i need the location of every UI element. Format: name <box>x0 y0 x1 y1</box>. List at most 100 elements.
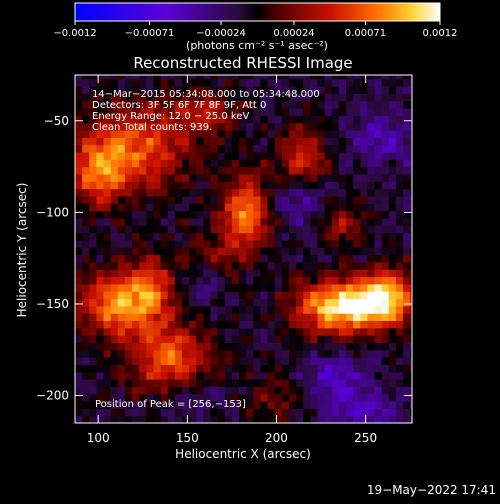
heatmap-cell <box>110 239 119 248</box>
heatmap-cell <box>103 85 112 94</box>
heatmap-cell <box>367 349 376 358</box>
heatmap-cell <box>410 283 412 292</box>
heatmap-cell <box>338 159 347 168</box>
heatmap-cell <box>160 239 169 248</box>
heatmap-cell <box>82 408 90 417</box>
heatmap-cell <box>317 195 326 204</box>
heatmap-cell <box>117 349 126 358</box>
heatmap-cell <box>89 151 97 160</box>
heatmap-cell <box>231 305 240 314</box>
heatmap-cell <box>317 75 326 80</box>
heatmap-cell <box>139 408 147 417</box>
heatmap-cell <box>210 144 219 153</box>
heatmap-cell <box>167 313 176 322</box>
heatmap-cell <box>139 342 147 351</box>
heatmap-cell <box>353 75 361 80</box>
heatmap-cell <box>367 151 376 160</box>
heatmap-cell <box>174 327 183 336</box>
heatmap-cell <box>296 166 304 175</box>
heatmap-cell <box>160 371 169 380</box>
heatmap-cell <box>367 393 376 402</box>
heatmap-cell <box>410 357 412 365</box>
heatmap-cell <box>281 166 290 175</box>
heatmap-cell <box>346 401 354 409</box>
heatmap-cell <box>75 357 83 365</box>
heatmap-cell <box>381 203 390 212</box>
heatmap-cell <box>281 195 290 204</box>
heatmap-cell <box>174 298 183 307</box>
heatmap-cell <box>96 173 105 182</box>
heatmap-cell <box>110 195 119 204</box>
heatmap-cell <box>103 305 112 314</box>
heatmap-cell <box>210 181 219 190</box>
heatmap-cell <box>403 137 411 146</box>
heatmap-cell <box>296 327 304 336</box>
heatmap-cell <box>410 166 412 175</box>
heatmap-cell <box>281 137 290 146</box>
heatmap-cell <box>246 75 254 80</box>
heatmap-cell <box>217 239 226 248</box>
heatmap-cell <box>110 401 119 409</box>
heatmap-cell <box>310 364 319 373</box>
heatmap-cell <box>360 393 369 402</box>
heatmap-cell <box>367 320 376 329</box>
heatmap-cell <box>338 85 347 94</box>
heatmap-cell <box>267 371 276 380</box>
heatmap-cell <box>139 305 147 314</box>
heatmap-cell <box>253 298 262 307</box>
heatmap-cell <box>388 415 397 423</box>
heatmap-cell <box>403 151 411 160</box>
heatmap-cell <box>395 100 404 109</box>
heatmap-cell <box>210 254 219 263</box>
heatmap-cell <box>174 357 183 365</box>
heatmap-cell <box>381 144 390 153</box>
heatmap-cell <box>310 195 319 204</box>
heatmap-cell <box>153 357 162 365</box>
heatmap-cell <box>374 327 383 336</box>
heatmap-cell <box>160 276 169 285</box>
heatmap-cell <box>360 327 369 336</box>
heatmap-cell <box>374 144 383 153</box>
heatmap-cell <box>374 269 383 278</box>
heatmap-cell <box>274 247 283 256</box>
heatmap-cell <box>110 276 119 285</box>
heatmap-cell <box>160 379 169 387</box>
heatmap-cell <box>160 225 169 234</box>
heatmap-cell <box>317 393 326 402</box>
heatmap-cell <box>310 85 319 94</box>
heatmap-cell <box>274 144 283 153</box>
heatmap-cell <box>117 327 126 336</box>
heatmap-cell <box>281 386 290 395</box>
heatmap-cell <box>310 188 319 197</box>
heatmap-cell <box>132 225 140 234</box>
heatmap-cell <box>296 239 304 248</box>
heatmap-cell <box>132 342 140 351</box>
heatmap-cell <box>288 261 297 270</box>
heatmap-cell <box>331 401 340 409</box>
heatmap-cell <box>181 357 190 365</box>
heatmap-cell <box>96 408 105 417</box>
heatmap-cell <box>146 283 155 292</box>
heatmap-cell <box>338 327 347 336</box>
heatmap-cell <box>246 225 254 234</box>
heatmap-cell <box>139 181 147 190</box>
heatmap-cell <box>410 173 412 182</box>
heatmap-cell <box>124 93 133 102</box>
heatmap-cell <box>246 401 254 409</box>
heatmap-cell <box>403 107 411 116</box>
y-tick-label: −150 <box>36 297 69 311</box>
heatmap-cell <box>360 349 369 358</box>
heatmap-cell <box>82 85 90 94</box>
heatmap-cell <box>231 313 240 322</box>
heatmap-cell <box>124 393 133 402</box>
heatmap-cell <box>203 415 212 423</box>
heatmap-cell <box>224 327 233 336</box>
heatmap-cell <box>260 254 269 263</box>
heatmap-cell <box>189 210 197 219</box>
heatmap-cell <box>96 283 105 292</box>
heatmap-cell <box>89 415 97 423</box>
heatmap-cell <box>395 93 404 102</box>
heatmap-cell <box>360 357 369 365</box>
heatmap-cell <box>360 107 369 116</box>
heatmap-cell <box>203 93 212 102</box>
